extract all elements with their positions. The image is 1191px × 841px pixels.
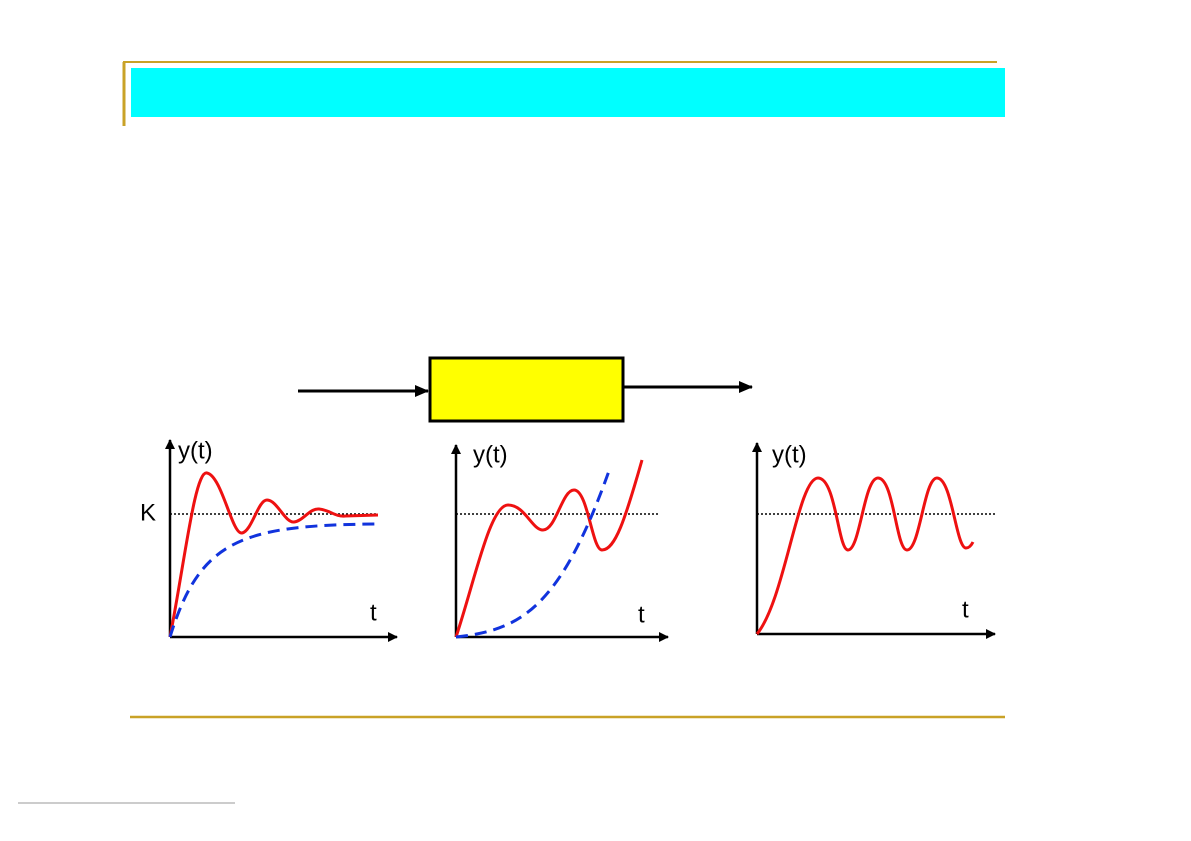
- system-block: [428, 356, 625, 423]
- title-bar: [131, 68, 1005, 117]
- y-label: y(t): [178, 437, 213, 464]
- overdamped-response: [168, 522, 379, 638]
- plot-marginal: y(t) t: [752, 441, 996, 639]
- y-label: y(t): [473, 441, 508, 468]
- growing-response: [454, 459, 644, 638]
- diverging-response: [455, 467, 612, 639]
- x-label: t: [962, 596, 969, 623]
- oscillating-response: [168, 471, 379, 638]
- plot-stable: y(t) K t: [140, 437, 398, 642]
- level-label: K: [140, 499, 156, 526]
- x-label: t: [370, 599, 377, 626]
- y-label: y(t): [772, 441, 807, 468]
- sustained-oscillation: [755, 476, 975, 635]
- plot-unstable: y(t) t: [451, 441, 669, 642]
- x-label: t: [638, 601, 645, 628]
